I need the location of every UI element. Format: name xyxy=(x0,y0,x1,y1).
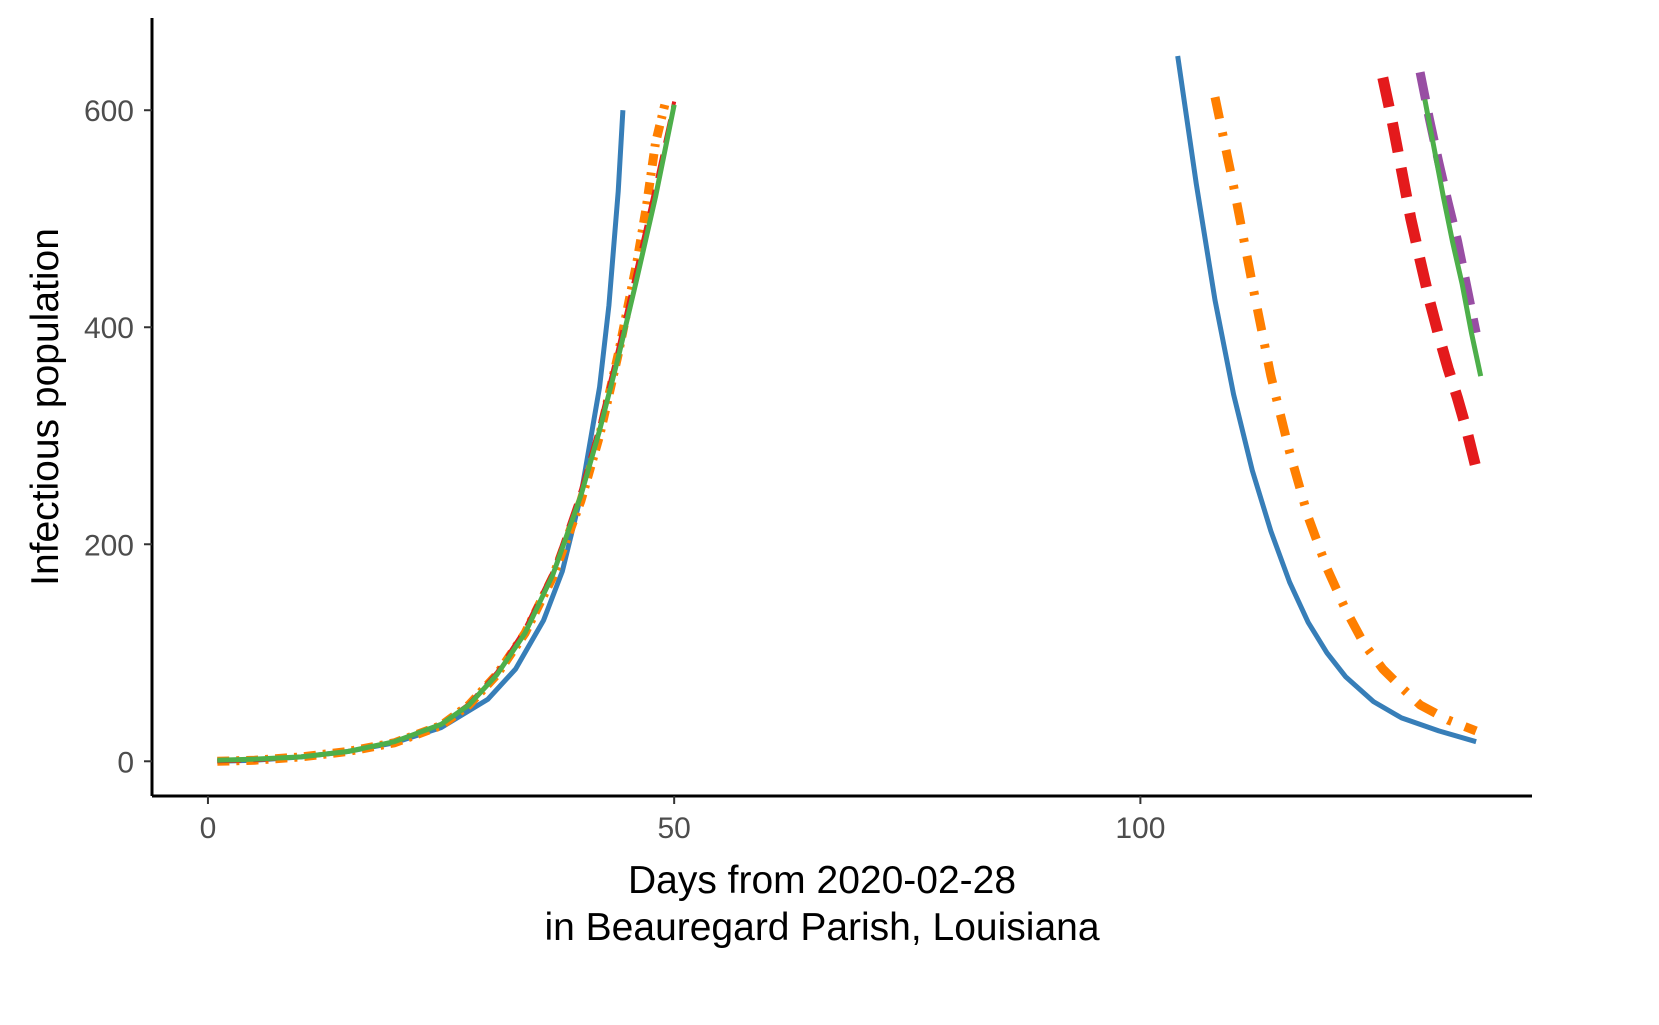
x-axis-title-line-1: Days from 2020-02-28 xyxy=(628,859,1016,902)
y-tick-label: 400 xyxy=(84,312,134,345)
series-layer xyxy=(217,55,1484,766)
series-line-8 xyxy=(217,104,677,763)
ticks-layer: 0 50 100 0 200 400 600 xyxy=(84,95,1165,845)
series-line-5 xyxy=(217,101,677,764)
series-line-9 xyxy=(1422,98,1484,377)
x-tick-label: 50 xyxy=(657,812,690,845)
x-tick-label: 0 xyxy=(200,812,217,845)
axes-layer xyxy=(150,18,1532,798)
y-tick-label: 200 xyxy=(84,529,134,562)
series-line-6 xyxy=(1377,76,1482,470)
x-tick-label: 100 xyxy=(1115,812,1165,845)
x-axis-title-line-2: in Beauregard Parish, Louisiana xyxy=(544,906,1099,949)
y-axis-title: Infectious population xyxy=(24,228,67,586)
y-tick-label: 600 xyxy=(84,95,134,128)
y-tick-label: 0 xyxy=(117,746,134,779)
series-line-2 xyxy=(1175,55,1477,745)
series-line-4 xyxy=(1210,96,1478,736)
series-line-1 xyxy=(217,110,626,764)
